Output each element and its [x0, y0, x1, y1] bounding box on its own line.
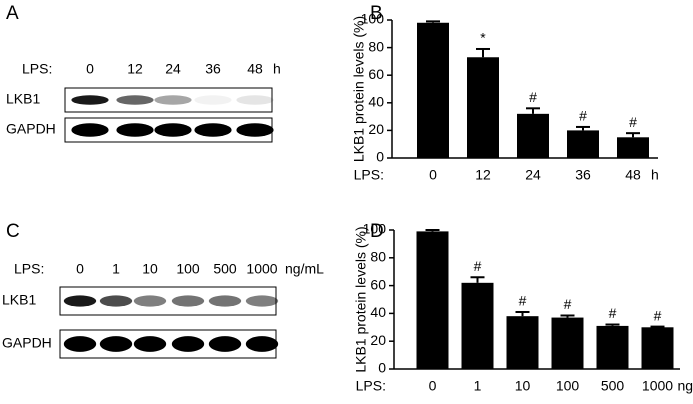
significance-marker: #	[609, 305, 617, 321]
blot-band	[99, 336, 133, 352]
lane-label: 12	[127, 61, 143, 77]
x-tick-label: 48	[625, 167, 641, 183]
x-tick-label: 1	[474, 378, 482, 394]
bar	[641, 327, 674, 369]
y-tick-label: 40	[368, 94, 384, 110]
x-unit: h	[651, 167, 659, 183]
x-tick-label: 10	[515, 378, 531, 394]
lane-label: 100	[176, 261, 200, 277]
significance-marker: #	[564, 296, 572, 312]
x-prefix: LPS:	[354, 167, 384, 183]
row-label: LKB1	[6, 91, 40, 107]
y-tick-label: 60	[368, 66, 384, 82]
blot-band	[116, 123, 154, 137]
x-tick-label: 12	[475, 167, 491, 183]
blot-band	[194, 95, 232, 105]
lane-label: 1000	[246, 261, 277, 277]
blot-band	[116, 95, 154, 105]
significance-marker: #	[519, 293, 527, 309]
y-axis-label: LKB1 protein levels (%)	[351, 16, 367, 162]
bar	[461, 282, 494, 369]
blot-band	[171, 295, 205, 307]
x-tick-label: 100	[556, 378, 580, 394]
bar	[416, 231, 449, 369]
x-tick-label: 24	[525, 167, 541, 183]
blot-band	[154, 123, 192, 137]
blot-band	[236, 95, 274, 105]
treatment-label: LPS:	[22, 61, 52, 77]
x-tick-label: 500	[601, 378, 625, 394]
blot-band	[171, 336, 205, 352]
blot-band	[245, 295, 279, 307]
blot-band	[208, 295, 242, 307]
lane-label: 500	[213, 261, 237, 277]
y-tick-label: 20	[370, 332, 386, 348]
panel-letter: B	[370, 3, 383, 24]
x-tick-label: 36	[575, 167, 591, 183]
y-tick-label: 60	[370, 276, 386, 292]
significance-marker: #	[529, 89, 537, 105]
blot-band	[63, 295, 97, 307]
treatment-label: LPS:	[14, 261, 44, 277]
blot-band	[71, 123, 109, 137]
y-tick-label: 100	[361, 11, 385, 27]
y-tick-label: 0	[378, 360, 386, 376]
blot-band	[71, 95, 109, 105]
bar	[467, 57, 499, 159]
blot-band	[63, 336, 97, 352]
y-tick-label: 40	[370, 304, 386, 320]
row-label: GAPDH	[2, 335, 52, 351]
blot-band	[133, 295, 167, 307]
row-label: LKB1	[2, 292, 36, 308]
bar	[617, 137, 649, 158]
x-prefix: LPS:	[356, 378, 386, 394]
unit-label: ng/mL	[285, 261, 324, 277]
bar	[506, 316, 539, 369]
y-tick-label: 20	[368, 121, 384, 137]
significance-marker: #	[654, 307, 662, 323]
significance-marker: #	[629, 114, 637, 130]
blot-band	[154, 95, 192, 105]
blot-band	[245, 336, 279, 352]
lane-label: 48	[247, 61, 263, 77]
blot-band	[236, 123, 274, 137]
x-tick-label: 0	[429, 378, 437, 394]
y-tick-label: 100	[363, 221, 387, 237]
bar	[517, 113, 549, 158]
blot-band	[208, 336, 242, 352]
row-label: GAPDH	[6, 121, 56, 137]
panel-letter: D	[370, 221, 384, 242]
lane-label: 0	[76, 261, 84, 277]
y-axis-label: LKB1 protein levels (%)	[353, 226, 369, 372]
bar	[596, 325, 629, 369]
blot-band	[133, 336, 167, 352]
lane-label: 24	[165, 61, 181, 77]
lane-label: 0	[86, 61, 94, 77]
panel-letter: C	[6, 221, 20, 242]
blot-band	[99, 295, 133, 307]
bar	[567, 130, 599, 158]
x-tick-label: 1000	[642, 378, 673, 394]
significance-marker: *	[480, 30, 486, 46]
bar	[417, 22, 449, 159]
lane-label: 36	[205, 61, 221, 77]
unit-label: h	[273, 61, 281, 77]
bar	[551, 317, 584, 369]
y-tick-label: 0	[376, 149, 384, 165]
panel-letter: A	[6, 3, 19, 24]
y-tick-label: 80	[368, 38, 384, 54]
significance-marker: #	[579, 108, 587, 124]
x-unit: ng/mL	[678, 378, 693, 394]
lane-label: 10	[142, 261, 158, 277]
y-tick-label: 80	[370, 249, 386, 265]
lane-label: 1	[112, 261, 120, 277]
blot-band	[194, 123, 232, 137]
x-tick-label: 0	[429, 167, 437, 183]
significance-marker: #	[474, 258, 482, 274]
